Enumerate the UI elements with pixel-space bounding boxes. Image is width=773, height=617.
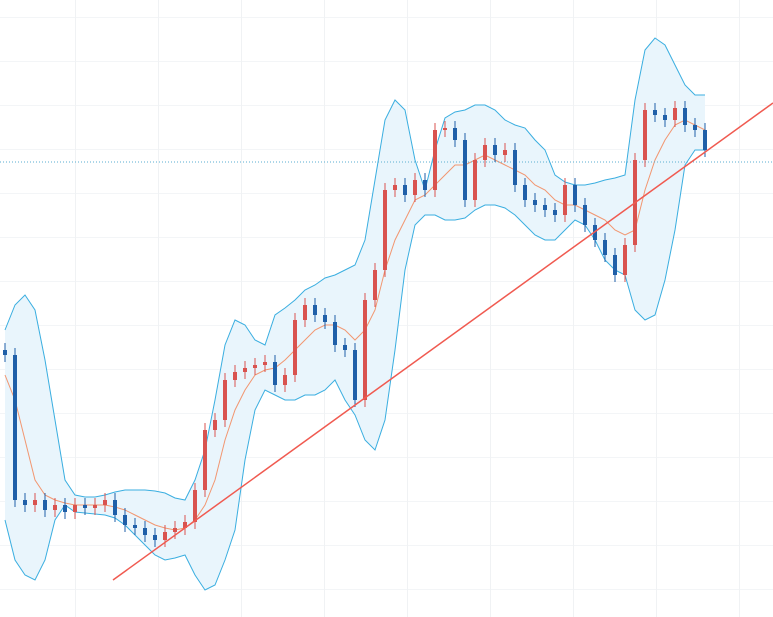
band-lower <box>4 149 705 591</box>
candle-body <box>443 128 447 130</box>
candle-body <box>683 108 687 125</box>
candle-body <box>183 522 187 528</box>
candle-body <box>3 350 7 355</box>
candle-body <box>383 190 387 270</box>
candle-body <box>93 505 97 508</box>
candle-body <box>103 500 107 505</box>
candle-body <box>623 245 627 275</box>
candle-body <box>553 210 557 215</box>
candle-body <box>293 320 297 375</box>
candle-body <box>653 110 657 115</box>
candle-body <box>613 255 617 275</box>
candle-body <box>533 200 537 205</box>
candle-body <box>243 368 247 372</box>
candle-body <box>253 365 257 368</box>
candle-body <box>203 430 207 490</box>
candle-body <box>303 305 307 320</box>
candle-body <box>53 505 57 510</box>
candle-body <box>493 145 497 155</box>
candle-body <box>543 205 547 210</box>
candle-body <box>363 300 367 400</box>
candle-body <box>393 185 397 190</box>
candle-body <box>523 185 527 200</box>
candle-body <box>193 490 197 522</box>
candle-body <box>43 500 47 510</box>
candle-body <box>453 128 457 140</box>
candle-body <box>143 528 147 535</box>
candle-body <box>473 160 477 200</box>
candle-body <box>173 528 177 532</box>
candle-body <box>413 180 417 195</box>
candle-body <box>23 500 27 505</box>
band-fill <box>5 38 705 590</box>
candle-body <box>273 362 277 385</box>
candle-body <box>373 270 377 300</box>
candle-body <box>563 185 567 215</box>
candle-body <box>433 130 437 190</box>
candle-body <box>643 110 647 160</box>
candle-body <box>63 505 67 512</box>
candle-body <box>483 145 487 160</box>
candle-body <box>573 185 577 205</box>
candle-body <box>323 315 327 322</box>
trend-line <box>112 102 773 581</box>
candle-body <box>333 322 337 345</box>
candle-body <box>463 140 467 200</box>
candle-body <box>313 305 317 315</box>
candle-body <box>673 108 677 120</box>
candle-body <box>693 125 697 130</box>
candle-body <box>163 532 167 540</box>
candle-body <box>73 505 77 512</box>
band-upper <box>4 37 705 501</box>
candle-body <box>213 420 217 430</box>
candle-body <box>423 180 427 190</box>
candle-body <box>353 350 357 400</box>
candle-body <box>513 150 517 185</box>
candle-body <box>233 372 237 380</box>
candle-body <box>283 375 287 385</box>
candle-body <box>703 130 707 150</box>
candle-body <box>13 355 17 500</box>
candle-body <box>583 205 587 225</box>
candle-body <box>33 500 37 505</box>
candle-body <box>503 150 507 155</box>
candle-body <box>263 362 267 365</box>
candle-body <box>403 185 407 195</box>
candle-body <box>153 535 157 540</box>
candle-body <box>343 345 347 350</box>
candle-body <box>113 500 117 515</box>
candle-body <box>133 525 137 528</box>
band-middle <box>4 119 706 531</box>
candle-body <box>603 240 607 255</box>
candle-body <box>223 380 227 420</box>
candle-body <box>123 515 127 525</box>
candle-body <box>83 505 87 508</box>
candle-body <box>663 115 667 120</box>
